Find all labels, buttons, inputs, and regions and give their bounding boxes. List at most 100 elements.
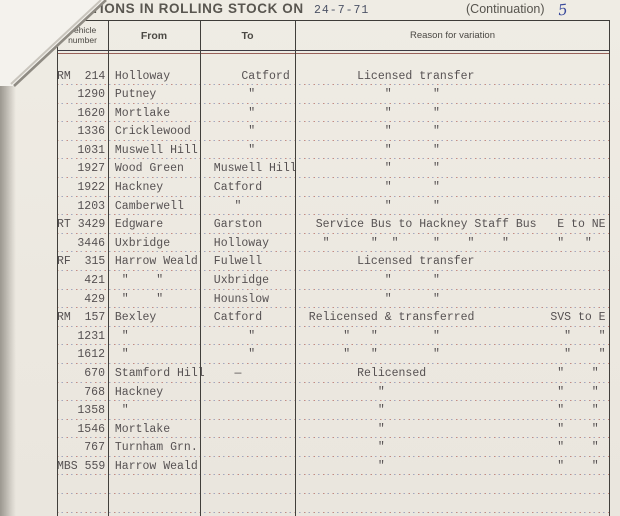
from-cell — [108, 510, 200, 513]
to-cell: Hounslow — [200, 292, 270, 306]
table-row: 1031 Muswell Hill " " " — [57, 141, 610, 160]
vehicle-number-cell: RM 157 — [57, 311, 106, 325]
column-divider-2 — [200, 21, 201, 516]
vehicle-number-cell: 1290 — [77, 88, 105, 102]
table-header-row: Vehicle number From To Reason for variat… — [57, 21, 610, 51]
table-row — [57, 494, 610, 513]
from-cell: Turnham Grn. — [108, 441, 198, 455]
to-cell: Uxbridge — [200, 274, 270, 288]
from-cell: Cricklewood — [108, 125, 191, 139]
table-row: 1612 " " " " " " " — [57, 345, 610, 364]
from-cell: " " — [108, 274, 164, 288]
to-cell: Holloway — [200, 236, 270, 250]
from-cell: Camberwell — [108, 199, 184, 213]
vehicle-number-cell: 768 — [84, 385, 105, 399]
vehicle-number-cell: 1922 — [77, 181, 105, 195]
table-row: RM 214 Holloway Catford Licensed transfe… — [57, 54, 610, 85]
to-cell: Catford — [200, 181, 263, 195]
vehicle-number-cell: 429 — [84, 292, 105, 306]
table-rows: RM 214 Holloway Catford Licensed transfe… — [57, 54, 610, 513]
table-row: 1922 Hackney Catford " " — [57, 178, 610, 197]
table-row: 670 Stamford Hill — Relicensed " " — [57, 364, 610, 383]
table-row: 1546 Mortlake " " " — [57, 420, 610, 439]
header-double-rule — [57, 53, 610, 54]
table-row: 1290 Putney " " " — [57, 85, 610, 104]
reason-cell: Relicensed " " — [295, 367, 599, 380]
reason-cell: " " — [295, 199, 440, 213]
to-cell — [200, 510, 295, 513]
reason-cell: " " — [295, 162, 440, 176]
reason-cell: Service Bus to Hackney Staff Bus E to NE — [295, 218, 606, 232]
scan-left-edge — [0, 0, 16, 516]
vehicle-number-cell: 421 — [84, 274, 105, 288]
to-cell: Fulwell — [200, 255, 263, 269]
from-cell: Mortlake — [108, 422, 171, 436]
reason-cell: " " " — [295, 404, 599, 418]
vehicle-number-cell: RF 315 — [57, 255, 106, 269]
reason-cell: " " — [295, 106, 440, 120]
vehicle-number-cell: 3446 — [77, 236, 105, 250]
reason-cell: " " — [295, 181, 440, 195]
to-cell: — — [200, 367, 242, 380]
header-to: To — [241, 29, 254, 42]
vehicle-number-cell — [57, 510, 108, 513]
vehicle-number-cell: 1620 — [77, 106, 105, 120]
reason-cell: " " " — [295, 385, 599, 399]
from-cell: " — [108, 404, 129, 418]
table-row: RF 315 Harrow Weald Fulwell Licensed tra… — [57, 252, 610, 271]
table-row: 767 Turnham Grn. " " " — [57, 438, 610, 457]
from-cell: Stamford Hill — [108, 367, 205, 380]
handwritten-page-number: 5 — [556, 0, 569, 20]
reason-cell: " " " — [295, 441, 599, 455]
table-row: 1231 " " " " " " " — [57, 327, 610, 346]
vehicle-number-cell: RT 3429 — [57, 218, 106, 232]
column-divider-3 — [295, 21, 296, 516]
to-cell: Catford — [200, 69, 290, 83]
table-row: MBS 559 Harrow Weald " " " — [57, 457, 610, 476]
table-row — [57, 475, 610, 494]
from-cell: " — [108, 348, 129, 362]
vehicle-number-cell: 1546 — [77, 422, 105, 436]
to-cell: Catford — [200, 311, 263, 325]
table-row: 1203 Camberwell " " " — [57, 197, 610, 216]
reason-cell: " " — [295, 143, 440, 157]
table-border-right — [609, 21, 610, 516]
from-cell: Edgware — [108, 218, 164, 232]
from-cell: Holloway — [108, 69, 171, 83]
typed-date: 24-7-71 — [314, 4, 370, 17]
from-cell: Mortlake — [108, 106, 171, 120]
table-row: RT 3429 Edgware Garston Service Bus to H… — [57, 215, 610, 234]
from-cell: Muswell Hill — [108, 143, 198, 157]
from-cell: Uxbridge — [108, 236, 171, 250]
reason-cell: " " " — [295, 422, 599, 436]
reason-cell — [295, 510, 610, 513]
from-cell: Hackney — [108, 385, 164, 399]
table-row: 1620 Mortlake " " " — [57, 104, 610, 123]
from-cell: Hackney — [108, 181, 164, 195]
header-reason: Reason for variation — [409, 30, 496, 41]
reason-cell: " " — [295, 274, 440, 288]
to-cell: " — [200, 199, 242, 213]
to-cell: " — [200, 125, 256, 139]
table-row: 1927 Wood Green Muswell Hill " " — [57, 159, 610, 178]
reason-cell: Relicensed & transferred SVS to E — [295, 311, 606, 325]
vehicle-number-cell: 1031 — [77, 143, 105, 157]
to-cell: Muswell Hill — [200, 162, 297, 176]
table-row: 1336 Cricklewood " " " — [57, 122, 610, 141]
table-row: 429 " " Hounslow " " — [57, 290, 610, 309]
page-title: VARIATIONS IN ROLLING STOCK ON — [48, 1, 304, 16]
vehicle-number-cell: 1927 — [77, 162, 105, 176]
vehicle-number-cell: 1358 — [77, 404, 105, 418]
from-cell: " " — [108, 292, 164, 306]
from-cell: Putney — [108, 88, 157, 102]
reason-cell: " " — [295, 292, 440, 306]
to-cell: " — [200, 143, 256, 157]
table-row: 768 Hackney " " " — [57, 383, 610, 402]
from-cell: " — [108, 329, 129, 343]
continuation-label: (Continuation) — [466, 2, 545, 16]
from-cell: Harrow Weald — [108, 255, 198, 269]
rolling-stock-table: Vehicle number From To Reason for variat… — [57, 20, 610, 516]
reason-cell: " " — [295, 125, 440, 139]
vehicle-number-cell: MBS 559 — [57, 459, 106, 473]
